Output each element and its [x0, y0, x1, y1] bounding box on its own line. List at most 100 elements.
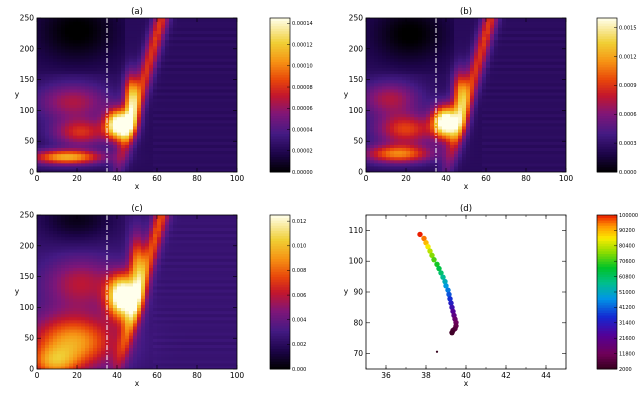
colorbar-tick-label: 0.000 — [292, 367, 306, 373]
colorbar-frame — [269, 214, 291, 370]
colorbar-tick-label: 0.00010 — [292, 64, 313, 70]
y-tick-label: 200 — [20, 44, 35, 53]
colorbar-tick-label: 0.0000 — [619, 170, 637, 176]
colorbar: 0.000 0.002 0.004 0.006 0.008 0.010 0.012 — [269, 214, 306, 373]
y-tick-label: 0 — [358, 168, 363, 177]
colorbar-tick-label: 0.00006 — [292, 106, 313, 112]
plot-frame — [365, 17, 567, 173]
scatter-point — [440, 274, 446, 280]
panel-c: 0 20 40 60 80 100050100150200250(c)xy0.0000.0… — [15, 204, 307, 388]
colorbar-tick-label: 0.00008 — [292, 85, 313, 91]
colorbar-frame — [269, 17, 291, 173]
plot-frame — [36, 17, 238, 173]
colorbar-tick-label: 51000 — [619, 290, 635, 296]
x-tick-label: 40 — [461, 371, 471, 380]
colorbar-tick-label: 60800 — [619, 274, 635, 280]
colorbar-tick-label: 0.0006 — [619, 112, 637, 118]
y-tick-label: 200 — [349, 44, 364, 53]
y-tick-label: 250 — [20, 14, 35, 23]
colorbar-tick-label: 0.0012 — [619, 54, 637, 60]
x-tick-label: 60 — [152, 371, 162, 380]
colorbar-tick-label: 0.006 — [292, 293, 306, 299]
colorbar-tick-label: 0.00012 — [292, 42, 313, 48]
scatter-point — [446, 291, 452, 298]
y-axis-label: y — [344, 287, 349, 296]
scatter-point — [445, 287, 451, 293]
scatter-point — [436, 265, 442, 272]
colorbar-tick-label: 11800 — [619, 351, 635, 357]
colorbar-tick-label: 41200 — [619, 305, 635, 311]
colorbar-tick-label: 0.00002 — [292, 149, 313, 155]
colorbar-tick-label: 70600 — [619, 259, 635, 265]
y-tick-label: 250 — [349, 14, 364, 23]
y-tick-label: 150 — [349, 75, 364, 84]
scatter-point — [431, 256, 437, 263]
colorbar-tick-label: 0.00004 — [292, 127, 313, 133]
scatter-point — [425, 244, 431, 250]
x-tick-label: 20 — [72, 371, 82, 380]
heatmap-cells — [366, 18, 566, 172]
x-tick-label: 36 — [381, 371, 391, 380]
colorbar-tick-label: 90200 — [619, 228, 635, 234]
scatter-point — [448, 300, 454, 306]
x-tick-label: 100 — [559, 174, 574, 183]
y-tick-label: 100 — [20, 106, 35, 115]
colorbar: 2000 11800 21600 31400 41200 51000 60800 70600 8… — [596, 213, 638, 373]
colorbar-tick-label: 2000 — [619, 367, 632, 373]
panel-a: 0 20 40 60 80 100050100150200250(a)xy0.000000… — [15, 7, 313, 191]
x-tick-label: 42 — [501, 371, 511, 380]
panel-title: (d) — [460, 204, 472, 214]
colorbar-tick-label: 0.012 — [292, 219, 306, 225]
y-tick-label: 110 — [349, 226, 364, 235]
colorbar: 0.00000 0.00002 0.00004 0.00006 0.00008 0.000… — [269, 17, 313, 176]
colorbar-tick-label: 0.00000 — [292, 170, 313, 176]
scatter-point — [435, 350, 439, 353]
panel-title: (b) — [460, 7, 472, 17]
y-tick-label: 100 — [349, 106, 364, 115]
scatter-point — [449, 329, 455, 336]
x-tick-label: 100 — [230, 174, 245, 183]
y-tick-label: 50 — [353, 137, 363, 146]
x-tick-label: 80 — [192, 371, 202, 380]
x-tick-label: 0 — [35, 371, 40, 380]
y-tick-label: 50 — [24, 137, 34, 146]
colorbar: 0.0000 0.0003 0.0006 0.0009 0.0012 0.0015 — [596, 17, 637, 176]
panel-title: (a) — [131, 7, 143, 17]
heatmap-cells — [37, 215, 237, 369]
y-tick-label: 150 — [20, 272, 35, 281]
colorbar-tick-label: 0.008 — [292, 268, 306, 274]
scatter-points — [417, 231, 459, 353]
y-tick-label: 0 — [29, 168, 34, 177]
x-axis-label: x — [464, 182, 469, 191]
scatter-point — [442, 278, 448, 285]
colorbar-tick-label: 0.002 — [292, 342, 306, 348]
y-tick-label: 200 — [20, 241, 35, 250]
x-tick-label: 40 — [112, 371, 122, 380]
scatter-point — [423, 240, 429, 246]
y-tick-label: 80 — [353, 318, 363, 327]
x-tick-label: 0 — [35, 174, 40, 183]
x-tick-label: 38 — [421, 371, 431, 380]
y-tick-label: 150 — [20, 75, 35, 84]
heatmap-cells — [37, 18, 237, 172]
y-tick-label: 70 — [353, 349, 363, 358]
scatter-point — [421, 235, 427, 242]
x-tick-label: 0 — [364, 174, 369, 183]
y-tick-label: 100 — [20, 303, 35, 312]
x-tick-label: 40 — [112, 174, 122, 183]
colorbar-tick-label: 100000 — [619, 213, 638, 219]
x-tick-label: 80 — [521, 174, 531, 183]
scatter-point — [443, 283, 449, 289]
plot-frame — [36, 214, 238, 370]
y-axis-label: y — [344, 90, 349, 99]
y-tick-label: 0 — [29, 365, 34, 374]
colorbar-frame — [596, 17, 618, 173]
x-tick-label: 60 — [481, 174, 491, 183]
colorbar-tick-label: 80400 — [619, 244, 635, 250]
panel-title: (c) — [131, 204, 142, 214]
colorbar-tick-label: 0.0003 — [619, 141, 637, 147]
x-tick-label: 20 — [72, 174, 82, 183]
panel-d: 36 38 40 42 44 70 80 90 100 110 (d) x y 2000 11800 2160… — [344, 204, 638, 388]
colorbar-tick-label: 31400 — [619, 321, 635, 327]
